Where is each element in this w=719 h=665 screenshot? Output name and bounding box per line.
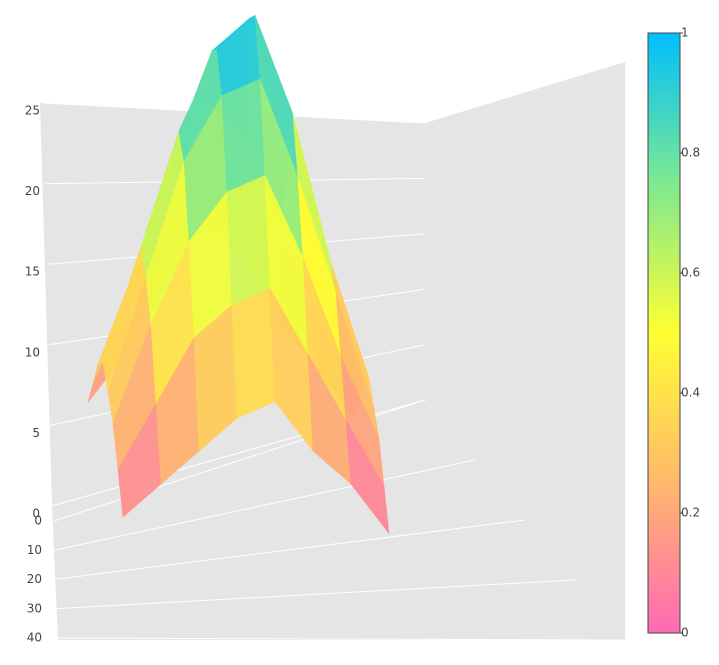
y-tick-label: 20 bbox=[27, 572, 42, 586]
y-tick-label: 30 bbox=[27, 601, 42, 615]
z-tick-label: 10 bbox=[25, 345, 40, 359]
surface-patch bbox=[221, 78, 266, 193]
y-grid-line bbox=[53, 579, 576, 610]
surface-patch bbox=[345, 420, 390, 535]
y-grid-line bbox=[53, 459, 476, 551]
y-grid-line bbox=[53, 637, 626, 641]
z-tick-label: 5 bbox=[32, 426, 40, 440]
y-grid-line bbox=[53, 519, 526, 580]
surface-patch bbox=[231, 288, 276, 419]
y-tick-label: 40 bbox=[27, 631, 42, 645]
z-tick-label: 20 bbox=[25, 184, 40, 198]
colorbar-tick-label: 0.4 bbox=[681, 386, 700, 400]
colorbar-tick-label: 1 bbox=[681, 26, 689, 40]
y-tick-label: 0 bbox=[34, 514, 42, 528]
z-tick-label: 15 bbox=[25, 265, 40, 279]
colorbar-tick-label: 0 bbox=[681, 626, 689, 640]
surface bbox=[87, 14, 390, 535]
side-wall bbox=[425, 62, 625, 640]
z-tick-label: 25 bbox=[25, 104, 40, 118]
axes: 0 5 10 15 20 25 0 10 20 30 40 bbox=[25, 104, 42, 645]
surface-patch bbox=[226, 175, 271, 306]
colorbar-tick-label: 0.6 bbox=[681, 266, 700, 280]
floor bbox=[52, 400, 625, 640]
y-tick-label: 10 bbox=[27, 543, 42, 557]
colorbar-tick-label: 0.2 bbox=[681, 506, 700, 520]
colorbar bbox=[647, 32, 681, 634]
colorbar-tick-label: 0.8 bbox=[681, 146, 700, 160]
z-tick-label: 0 bbox=[32, 507, 40, 521]
